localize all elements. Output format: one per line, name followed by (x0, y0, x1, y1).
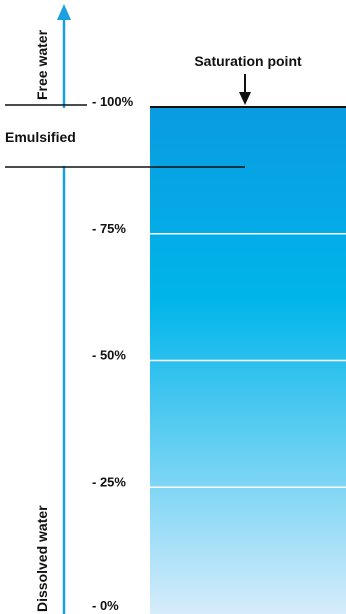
tick-label-100: - 100% (92, 94, 134, 109)
tick-label-75: - 75% (92, 221, 126, 236)
tick-label-50: - 50% (92, 348, 126, 363)
percent-scale: - 100% - 75% - 50% - 25% - 0% (92, 94, 134, 613)
axis-gap (50, 108, 80, 166)
dissolved-water-label: Dissolved water (34, 505, 50, 612)
free-water-label: Free water (34, 29, 50, 100)
column-gridlines (150, 233, 346, 488)
saturation-point-label: Saturation point (194, 53, 302, 69)
up-arrow-icon (57, 4, 71, 20)
tick-label-0: - 0% (92, 598, 119, 613)
tick-label-25: - 25% (92, 474, 126, 489)
down-arrow-icon (239, 92, 251, 105)
emulsified-label: Emulsified (5, 129, 76, 145)
